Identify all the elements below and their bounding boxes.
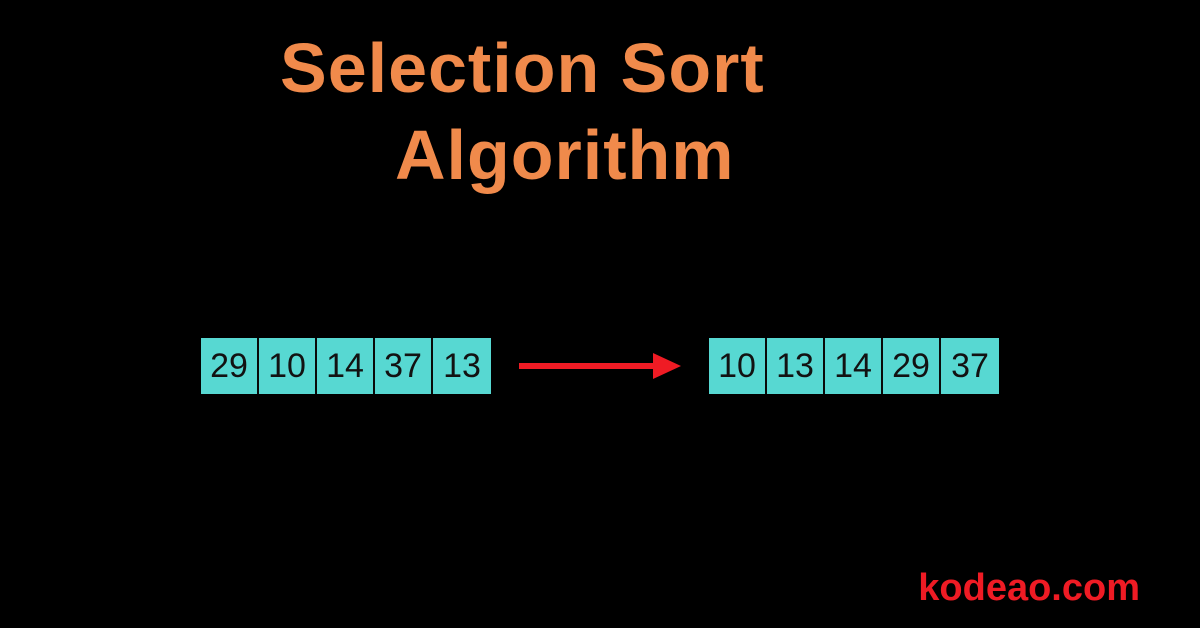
- infographic-canvas: Selection Sort Algorithm 29 10 14 37 13 …: [0, 0, 1200, 628]
- array-cell: 10: [259, 338, 317, 394]
- array-cell: 14: [317, 338, 375, 394]
- array-cell: 37: [375, 338, 433, 394]
- array-cell: 14: [825, 338, 883, 394]
- title-line-2: Algorithm: [395, 115, 735, 195]
- array-cell: 29: [201, 338, 259, 394]
- array-cell: 29: [883, 338, 941, 394]
- footer-brand: kodeao.com: [918, 567, 1140, 610]
- arrow-wrap: [515, 338, 685, 394]
- array-cell: 37: [941, 338, 999, 394]
- array-row: 29 10 14 37 13 10 13 14 29 37: [0, 338, 1200, 394]
- arrow-right-icon: [515, 346, 685, 386]
- array-unsorted: 29 10 14 37 13: [201, 338, 491, 394]
- array-cell: 10: [709, 338, 767, 394]
- array-sorted: 10 13 14 29 37: [709, 338, 999, 394]
- array-cell: 13: [433, 338, 491, 394]
- title-line-1: Selection Sort: [280, 28, 765, 108]
- array-cell: 13: [767, 338, 825, 394]
